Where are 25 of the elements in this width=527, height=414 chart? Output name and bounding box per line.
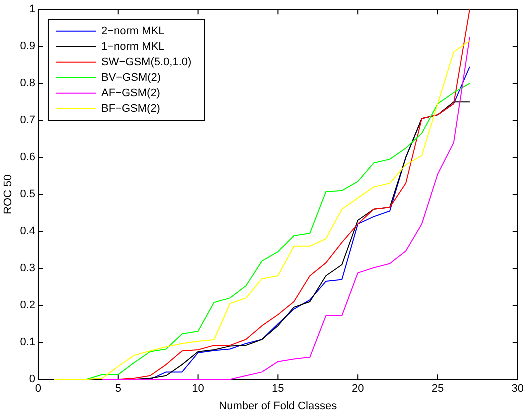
legend-label: 2−norm MKL — [101, 25, 165, 38]
y-tick-label: 0.8 — [20, 78, 36, 90]
legend-label: BV−GSM(2) — [101, 72, 162, 84]
x-tick-label: 25 — [432, 383, 444, 396]
x-tick-label: 30 — [512, 383, 524, 396]
y-tick-label: 0.7 — [20, 114, 36, 127]
legend-label: SW−GSM(5.0,1.0) — [101, 56, 192, 68]
x-axis-title: Number of Fold Classes — [219, 400, 338, 412]
y-tick-label: 0 — [29, 374, 36, 386]
legend-label: AF−GSM(2) — [101, 87, 160, 100]
x-tick-label: 5 — [115, 383, 122, 396]
y-tick-label: 0.5 — [20, 188, 36, 201]
y-axis-title: ROC 50 — [2, 174, 15, 214]
x-tick-label: 15 — [272, 383, 284, 396]
x-tick-label: 20 — [352, 383, 364, 396]
x-tick-label: 10 — [192, 383, 204, 396]
y-tick-label: 0.6 — [20, 152, 36, 164]
y-tick-label: 0.3 — [20, 262, 36, 275]
y-tick-label: 0.4 — [20, 226, 36, 238]
y-tick-label: 1 — [29, 4, 36, 16]
legend-label: BF−GSM(2) — [101, 102, 160, 115]
y-tick-label: 0.9 — [20, 40, 36, 53]
legend-label: 1−norm MKL — [101, 40, 165, 53]
y-tick-label: 0.2 — [20, 300, 36, 312]
y-tick-label: 0.1 — [20, 336, 36, 349]
